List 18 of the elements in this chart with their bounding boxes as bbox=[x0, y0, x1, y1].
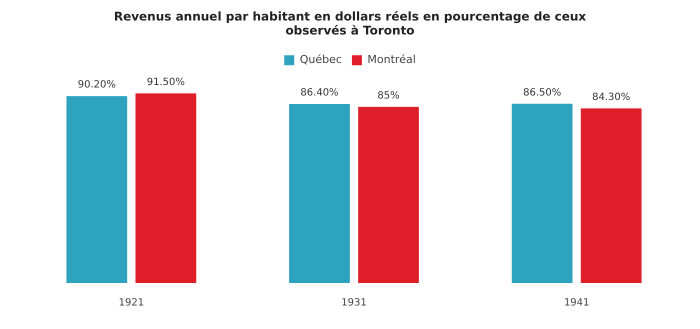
chart-title: Revenus annuel par habitant en dollars réels en pourcentage de ceux observés à Toronto bbox=[114, 9, 586, 38]
bar bbox=[135, 93, 196, 283]
bar bbox=[580, 108, 642, 283]
x-tick-label: 1921 bbox=[118, 298, 144, 309]
bar bbox=[512, 104, 573, 283]
x-tick-label: 1931 bbox=[341, 298, 367, 309]
x-tick-label: 1941 bbox=[564, 298, 590, 309]
data-label: 90.20% bbox=[78, 80, 116, 91]
data-label: 86.40% bbox=[300, 88, 339, 99]
legend-label: Montréal bbox=[367, 53, 416, 66]
legend-label: Québec bbox=[300, 53, 342, 66]
data-label: 85% bbox=[377, 90, 400, 102]
data-label: 84.30% bbox=[592, 92, 630, 103]
bar bbox=[66, 96, 128, 283]
bar bbox=[358, 106, 419, 283]
data-label: 86.50% bbox=[523, 87, 562, 98]
data-label: 91.50% bbox=[146, 77, 185, 88]
bar bbox=[289, 104, 350, 283]
